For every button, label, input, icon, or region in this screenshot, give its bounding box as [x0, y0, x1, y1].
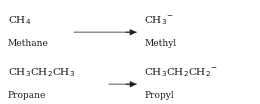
Text: CH$_3$$^{-}$: CH$_3$$^{-}$ — [144, 14, 174, 27]
Text: CH$_3$CH$_2$CH$_3$: CH$_3$CH$_2$CH$_3$ — [8, 66, 75, 79]
Text: Methyl: Methyl — [144, 39, 177, 48]
Text: CH$_3$CH$_2$CH$_2$$^{-}$: CH$_3$CH$_2$CH$_2$$^{-}$ — [144, 66, 218, 79]
Text: Propyl: Propyl — [144, 91, 174, 100]
Text: CH$_4$: CH$_4$ — [8, 14, 31, 27]
Text: Propane: Propane — [8, 91, 46, 100]
Text: Methane: Methane — [8, 39, 49, 48]
